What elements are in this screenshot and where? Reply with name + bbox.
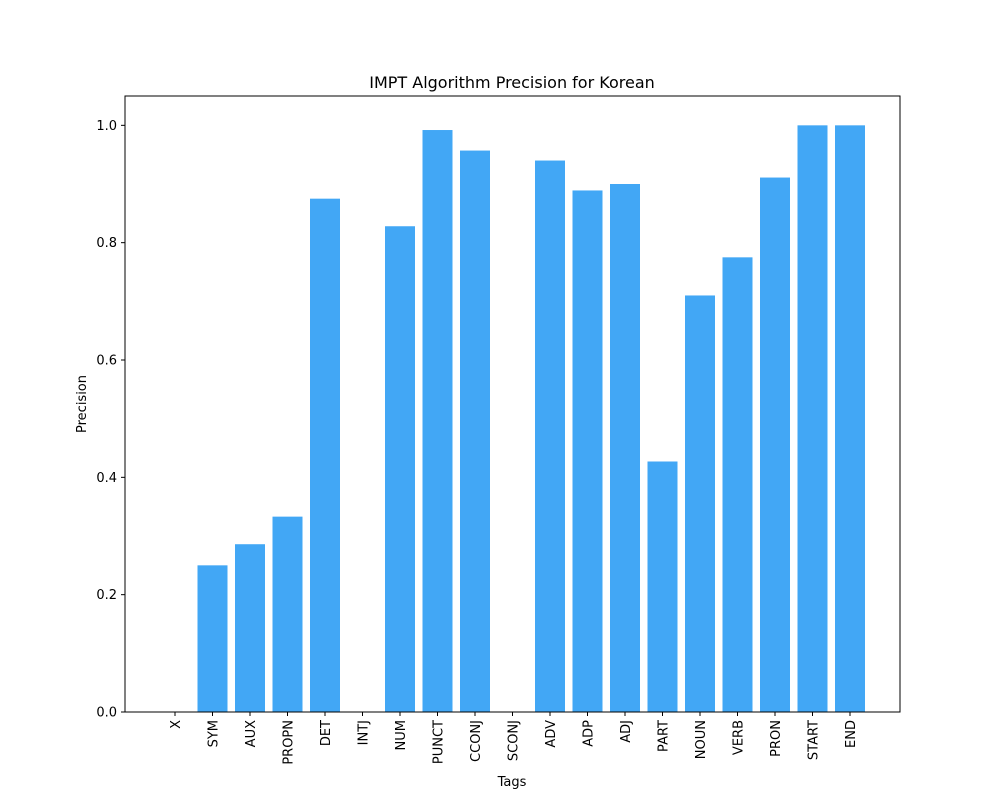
- bar-part: [647, 461, 678, 712]
- x-tick-label: PRON: [769, 720, 784, 757]
- bar-pron: [760, 177, 790, 713]
- x-tick-label: DET: [319, 720, 334, 746]
- bar-adp: [572, 190, 603, 712]
- y-tick-label: 0.0: [96, 706, 117, 721]
- bar-num: [385, 226, 415, 713]
- x-tick-label: ADJ: [619, 720, 634, 743]
- y-tick-label: 0.6: [96, 354, 117, 369]
- chart-title: IMPT Algorithm Precision for Korean: [369, 73, 655, 92]
- x-tick-label: PROPN: [282, 720, 297, 765]
- plot-frame: [124, 95, 901, 713]
- y-tick-label: 1.0: [96, 119, 117, 134]
- y-tick-label: 0.2: [96, 588, 117, 603]
- bar-propn: [272, 516, 303, 712]
- bar-cconj: [460, 150, 490, 712]
- x-tick-label: AUX: [244, 720, 259, 747]
- x-tick-label: SYM: [207, 720, 222, 747]
- bar-punct: [422, 130, 453, 712]
- bar-noun: [685, 295, 715, 712]
- bar-adv: [535, 160, 565, 713]
- x-axis: X SYM AUX PROPN DET INTJ NUM PUNCT CCONJ SCONJ ADV…: [169, 712, 859, 765]
- x-tick-label: NOUN: [694, 720, 709, 759]
- bar-adj: [610, 184, 640, 712]
- x-tick-label: ADP: [582, 720, 597, 747]
- bar-aux: [235, 544, 265, 712]
- bars-group: [197, 125, 865, 713]
- y-axis: 0.0 0.2 0.4 0.6 0.8 1.0: [96, 119, 125, 721]
- y-axis-label: Precision: [75, 375, 90, 433]
- x-axis-label: Tags: [497, 775, 527, 790]
- bar-start: [797, 125, 828, 713]
- x-tick-label: INTJ: [357, 720, 372, 745]
- bar-det: [310, 198, 340, 712]
- y-tick-label: 0.8: [96, 236, 117, 251]
- bar-verb: [722, 257, 753, 712]
- y-tick-label: 0.4: [96, 471, 117, 486]
- x-tick-label: END: [844, 720, 859, 748]
- x-tick-label: SCONJ: [507, 720, 522, 761]
- x-tick-label: VERB: [732, 720, 747, 755]
- x-tick-label: ADV: [544, 720, 559, 748]
- bar-end: [835, 125, 865, 713]
- x-tick-label: CCONJ: [469, 720, 484, 762]
- x-tick-label: PUNCT: [432, 720, 447, 764]
- bar-sym: [197, 565, 228, 712]
- x-tick-label: X: [169, 720, 184, 729]
- x-tick-label: NUM: [394, 720, 409, 750]
- x-tick-label: PART: [657, 720, 672, 752]
- x-tick-label: START: [807, 720, 822, 760]
